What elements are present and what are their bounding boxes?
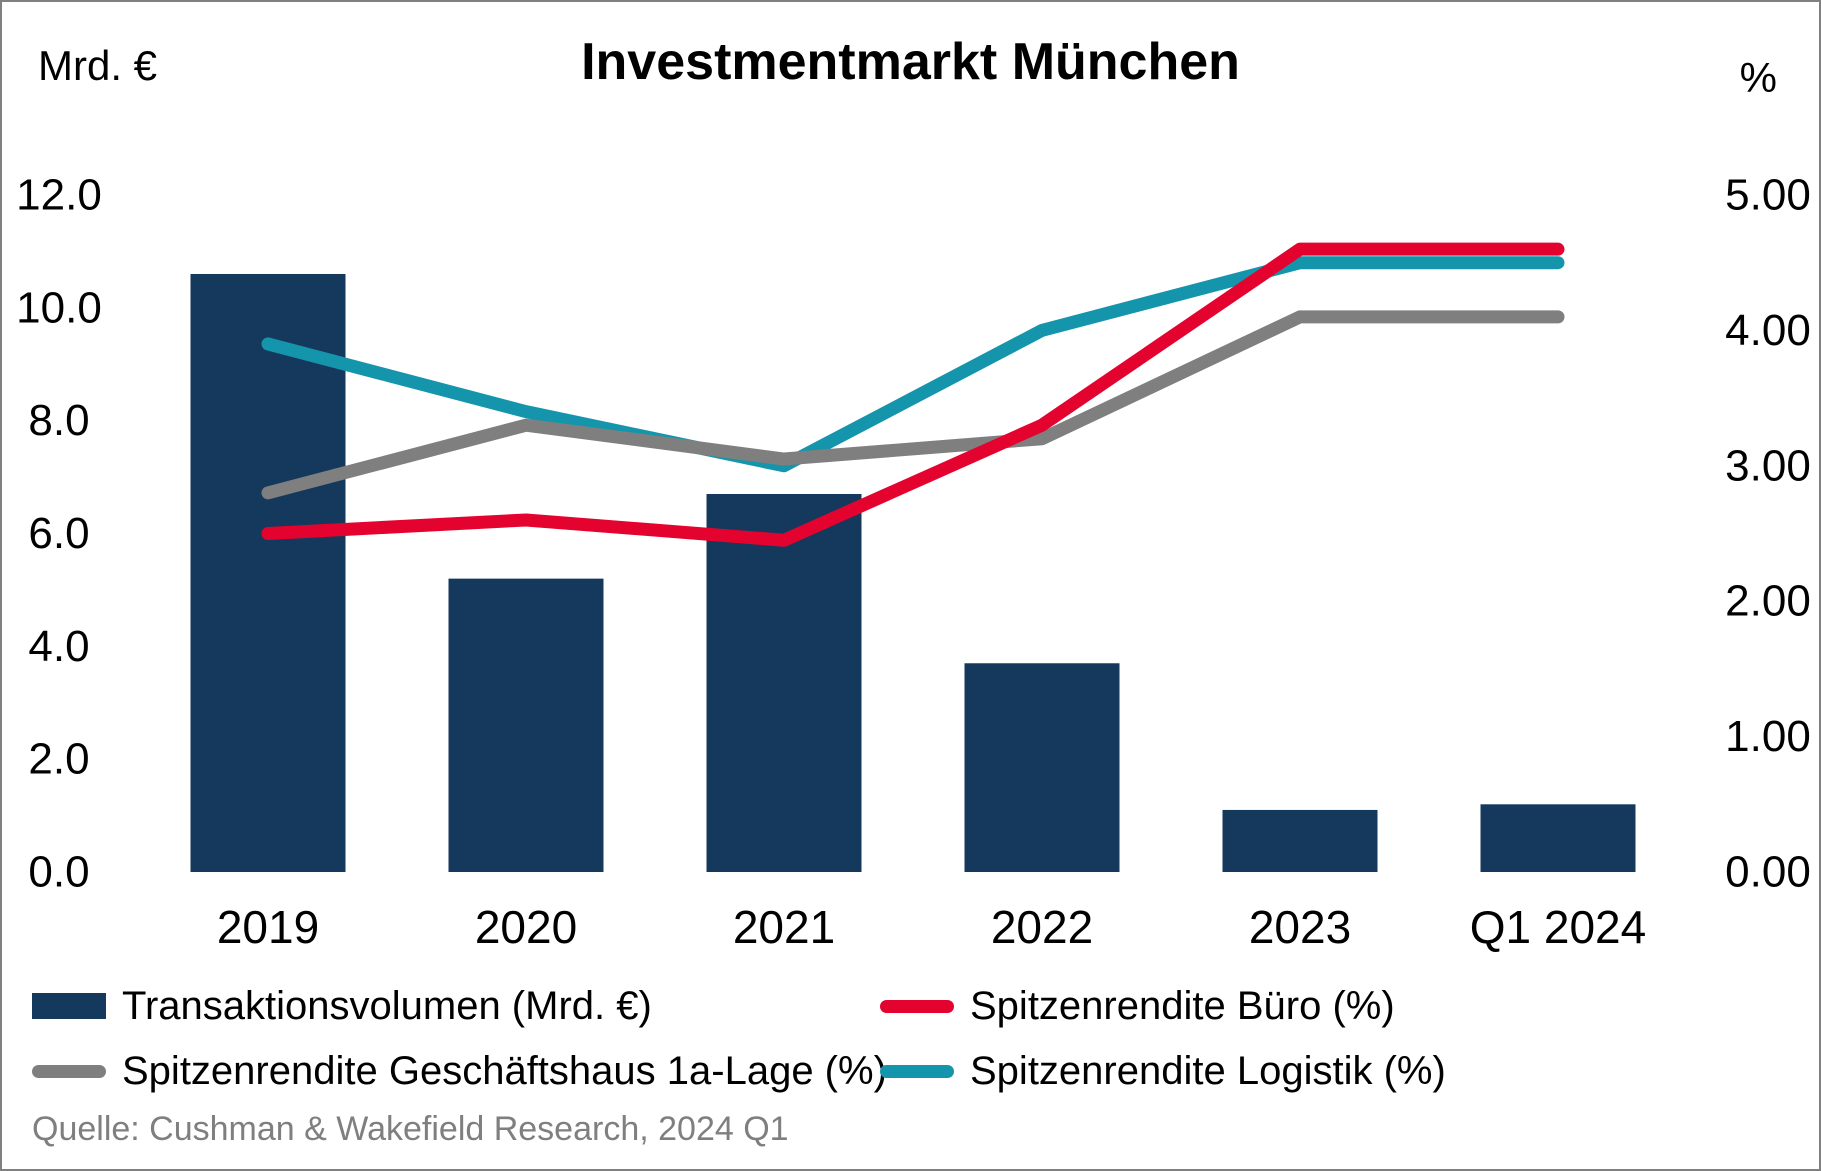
year-label-2021: 2021 xyxy=(733,901,835,953)
legend-item-spitzenrendite-geschaeftshaus: Spitzenrendite Geschäftshaus 1a-Lage (%) xyxy=(32,1049,887,1093)
bar-2023 xyxy=(1222,809,1378,872)
legend-item-transaktionsvolumen: Transaktionsvolumen (Mrd. €) xyxy=(32,984,652,1028)
year-label-2019: 2019 xyxy=(217,901,319,953)
axis-tick-left-12.0: 12.0 xyxy=(16,171,102,220)
line-spitzenrendite-gesch-ftshaus-1a-lage xyxy=(261,310,1565,500)
source-note: Quelle: Cushman & Wakefield Research, 20… xyxy=(32,1110,789,1148)
year-label-2020: 2020 xyxy=(475,901,577,953)
legend-item-spitzenrendite-buero: Spitzenrendite Büro (%) xyxy=(880,984,1395,1028)
axis-tick-left-8.0: 8.0 xyxy=(28,396,89,445)
legend-label: Transaktionsvolumen (Mrd. €) xyxy=(122,983,652,1028)
year-label-2022: 2022 xyxy=(991,901,1093,953)
axis-tick-right-5.00: 5.00 xyxy=(1725,171,1811,220)
right-axis-unit-label: % xyxy=(1739,54,1777,101)
axis-tick-right-2.00: 2.00 xyxy=(1725,577,1811,626)
line-swatch-icon xyxy=(880,999,954,1013)
bar-2019 xyxy=(190,273,346,872)
axis-tick-right-3.00: 3.00 xyxy=(1725,441,1811,490)
year-label-2023: 2023 xyxy=(1249,901,1351,953)
chart-title: Investmentmarkt München xyxy=(581,33,1240,91)
bar-2020 xyxy=(448,578,604,872)
line-swatch-icon xyxy=(880,1064,954,1078)
bar-2022 xyxy=(964,663,1120,872)
year-label-q1-2024: Q1 2024 xyxy=(1470,901,1646,953)
axis-tick-right-4.00: 4.00 xyxy=(1725,306,1811,355)
bar-q1-2024 xyxy=(1480,804,1636,872)
axis-tick-left-2.0: 2.0 xyxy=(28,735,89,784)
axis-tick-right-1.00: 1.00 xyxy=(1725,712,1811,761)
left-axis-unit-label: Mrd. € xyxy=(38,42,158,89)
line-spitzenrendite-b-ro xyxy=(261,242,1565,547)
axis-tick-left-10.0: 10.0 xyxy=(16,283,102,332)
axis-tick-right-0.00: 0.00 xyxy=(1725,848,1811,897)
legend-label: Spitzenrendite Büro (%) xyxy=(970,983,1395,1028)
line-swatch-icon xyxy=(32,1064,106,1078)
legend-item-spitzenrendite-logistik: Spitzenrendite Logistik (%) xyxy=(880,1049,1446,1093)
line-spitzenrendite-logistik xyxy=(261,256,1565,473)
legend-label: Spitzenrendite Logistik (%) xyxy=(970,1048,1446,1093)
bar-2021 xyxy=(706,494,862,872)
bar-swatch-icon xyxy=(32,993,106,1019)
legend-label: Spitzenrendite Geschäftshaus 1a-Lage (%) xyxy=(122,1048,887,1093)
axis-tick-left-6.0: 6.0 xyxy=(28,509,89,558)
axis-tick-left-4.0: 4.0 xyxy=(28,622,89,671)
axis-tick-left-0.0: 0.0 xyxy=(28,848,89,897)
